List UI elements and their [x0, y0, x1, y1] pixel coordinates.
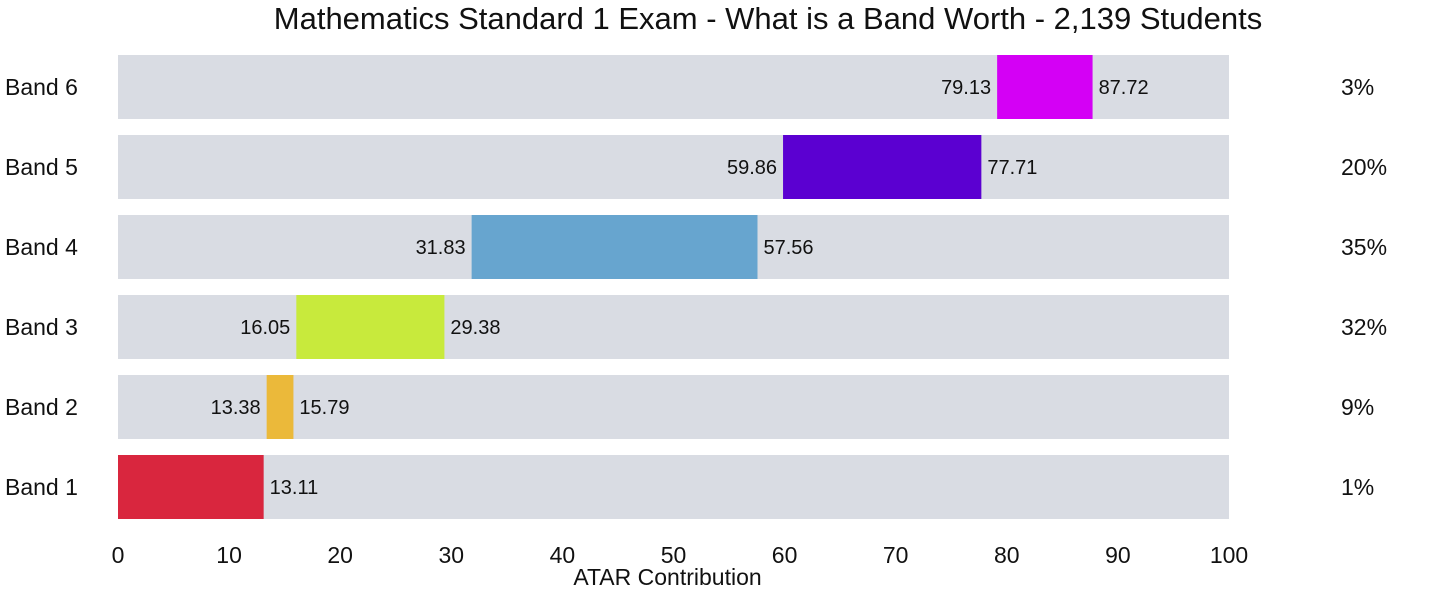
band-3-start-label: 16.05	[240, 317, 290, 339]
band-3-end-label: 29.38	[450, 317, 500, 339]
band-6-start-label: 79.13	[941, 77, 991, 99]
x-tick-label-30: 30	[439, 542, 465, 568]
x-tick-label-40: 40	[550, 542, 576, 568]
band-5-label: Band 5	[5, 154, 78, 180]
x-tick-label-80: 80	[994, 542, 1020, 568]
band-3-range-bar	[296, 295, 445, 359]
band-2-start-label: 13.38	[211, 397, 261, 419]
band-5-end-label: 77.71	[987, 157, 1037, 179]
band-1-track	[118, 455, 1229, 519]
band-4-label: Band 4	[5, 234, 78, 260]
band-5-range-bar	[783, 135, 982, 199]
band-2-track	[118, 375, 1229, 439]
band-5-track	[118, 135, 1229, 199]
x-tick-label-100: 100	[1210, 542, 1248, 568]
band-2-range-bar	[266, 375, 294, 439]
x-tick-label-0: 0	[112, 542, 125, 568]
band-3-percent-label: 32%	[1341, 314, 1387, 340]
x-tick-label-50: 50	[661, 542, 687, 568]
x-axis-label: ATAR Contribution	[573, 564, 761, 590]
band-6-label: Band 6	[5, 74, 78, 100]
band-1-end-label: 13.11	[270, 477, 319, 499]
band-4-range-bar	[471, 215, 758, 279]
band-6-end-label: 87.72	[1099, 77, 1149, 99]
x-tick-label-90: 90	[1105, 542, 1131, 568]
band-5-percent-label: 20%	[1341, 154, 1387, 180]
chart-title: Mathematics Standard 1 Exam - What is a …	[273, 1, 1263, 36]
band-4-percent-label: 35%	[1341, 234, 1387, 260]
band-5-start-label: 59.86	[727, 157, 777, 179]
band-6-percent-label: 3%	[1341, 74, 1374, 100]
band-4-end-label: 57.56	[763, 237, 813, 259]
x-tick-label-10: 10	[216, 542, 242, 568]
band-3-label: Band 3	[5, 314, 78, 340]
band-2-label: Band 2	[5, 394, 78, 420]
band-2-end-label: 15.79	[299, 397, 349, 419]
x-tick-label-70: 70	[883, 542, 909, 568]
band-2-percent-label: 9%	[1341, 394, 1374, 420]
x-tick-label-20: 20	[327, 542, 353, 568]
band-1-range-bar	[118, 455, 264, 519]
band-1-percent-label: 1%	[1341, 474, 1374, 500]
band-6-range-bar	[997, 55, 1093, 119]
x-tick-label-60: 60	[772, 542, 798, 568]
band-4-start-label: 31.83	[416, 237, 466, 259]
band-1-label: Band 1	[5, 474, 78, 500]
